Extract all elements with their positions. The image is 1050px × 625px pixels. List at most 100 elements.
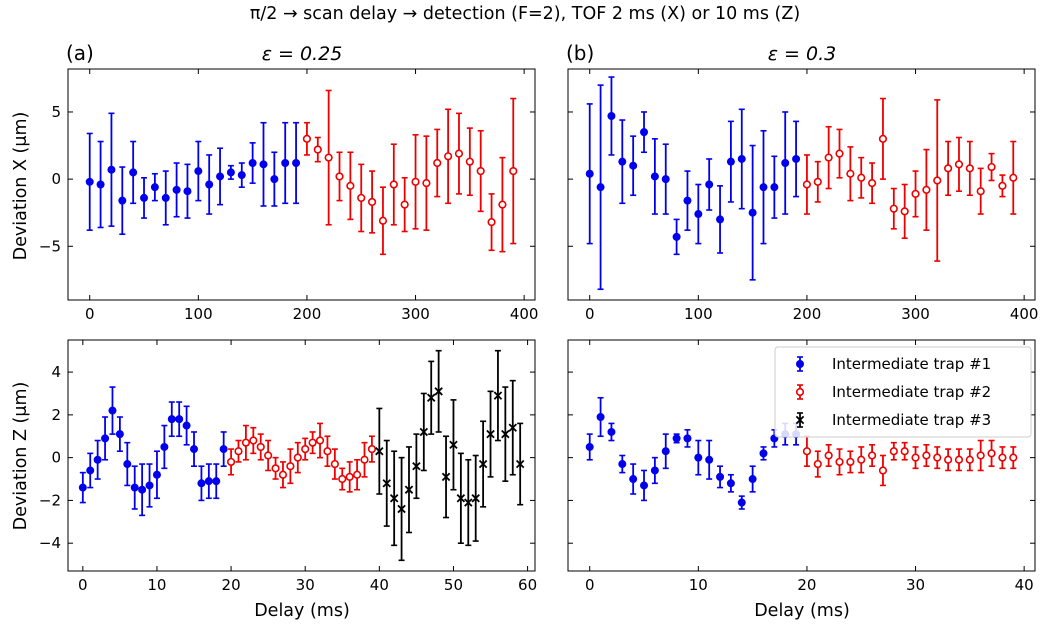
marker [857, 173, 866, 182]
data-point [998, 446, 1007, 470]
marker [476, 166, 485, 176]
data-point [226, 164, 235, 180]
marker [367, 197, 377, 207]
data-point [302, 121, 312, 156]
data-point [900, 441, 909, 461]
marker [375, 446, 384, 456]
marker [397, 504, 406, 514]
data-point [400, 176, 409, 233]
marker [802, 180, 812, 189]
marker [301, 444, 310, 454]
data-point [397, 456, 406, 562]
data-point [115, 416, 124, 453]
marker [705, 455, 714, 464]
legend-entry: Intermediate trap #1 [796, 355, 991, 373]
x-tick-label: 0 [85, 305, 95, 323]
marker [411, 177, 420, 186]
marker [705, 180, 714, 189]
marker [824, 153, 833, 162]
marker [640, 481, 649, 490]
x-tick-label: 100 [684, 305, 713, 323]
data-point [281, 121, 290, 205]
data-point [770, 155, 779, 219]
data-point [596, 396, 605, 438]
data-point [389, 450, 399, 547]
data-point [629, 463, 638, 495]
marker [130, 483, 139, 492]
x-tick-label: 200 [793, 305, 822, 323]
axes-frame [567, 68, 1036, 301]
data-point [101, 416, 110, 461]
marker [465, 157, 474, 166]
data-point [596, 84, 605, 291]
marker [96, 180, 105, 189]
marker [360, 455, 369, 464]
y-tick-label: 0 [51, 449, 61, 467]
marker [182, 421, 191, 430]
legend-box [774, 346, 1032, 438]
data-point [175, 401, 184, 438]
data-point [683, 170, 692, 231]
marker [965, 164, 974, 173]
data-point [813, 160, 822, 203]
marker [509, 166, 518, 176]
marker [846, 457, 855, 467]
marker [770, 183, 779, 192]
marker [737, 154, 746, 163]
marker [596, 412, 605, 421]
marker [911, 189, 920, 199]
x-tick-label: 10 [689, 576, 708, 594]
data-point [486, 390, 495, 478]
marker [216, 172, 225, 181]
data-point [360, 441, 369, 478]
marker [145, 481, 154, 490]
data-point [313, 136, 322, 163]
marker [464, 498, 473, 507]
panel-a-top: (a) ε = 0.25 0 100 200 300 400 −5 0 5 [39, 41, 539, 323]
x-axis-label-a: Delay (ms) [254, 601, 350, 621]
series-1 [85, 112, 301, 235]
data-point [183, 163, 192, 219]
data-point [835, 448, 844, 476]
x-tick-label: 20 [797, 576, 816, 594]
data-point [130, 465, 139, 510]
marker [150, 183, 159, 192]
data-point [878, 454, 888, 487]
data-point [248, 142, 257, 184]
data-point [118, 166, 127, 235]
data-point [190, 431, 199, 467]
marker [138, 485, 147, 494]
data-point [998, 174, 1007, 198]
marker [241, 438, 251, 447]
marker [264, 451, 273, 460]
marker [998, 453, 1007, 462]
legend-marker [796, 359, 805, 368]
data-point [352, 458, 362, 491]
panel-label-a: (a) [66, 41, 94, 65]
marker [78, 483, 87, 492]
data-point [965, 140, 974, 197]
series-3 [375, 349, 525, 562]
marker [661, 447, 670, 456]
marker [607, 112, 616, 121]
data-point [1009, 446, 1018, 470]
series-1 [78, 386, 228, 517]
data-point [694, 439, 703, 476]
data-point [933, 446, 942, 470]
data-point [138, 463, 147, 517]
marker [286, 462, 295, 471]
marker [1009, 453, 1018, 462]
data-point [212, 463, 221, 500]
series-2 [802, 97, 1018, 262]
x-tick-label: 0 [585, 305, 595, 323]
marker [846, 169, 855, 178]
data-point [433, 128, 442, 198]
marker [313, 145, 322, 154]
data-point [78, 471, 87, 504]
data-point [219, 431, 228, 467]
data-point [292, 121, 301, 205]
data-point [382, 439, 391, 527]
data-point [308, 431, 317, 455]
data-point [640, 111, 649, 154]
y-tick-label: 4 [51, 363, 61, 381]
